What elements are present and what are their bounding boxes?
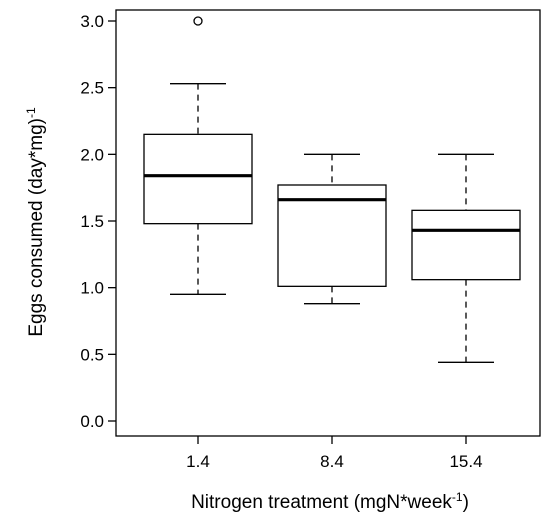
y-axis: 0.0 0.5 1.0 1.5 2.0 2.5 3.0	[80, 12, 116, 431]
y-axis-label-superscript: -1	[24, 107, 38, 118]
box-15.4	[411, 153, 521, 363]
box-1.4	[143, 16, 253, 295]
y-tick-label: 2.0	[80, 145, 104, 164]
iqr-box	[143, 133, 253, 225]
iqr-box	[411, 209, 521, 281]
outlier-point	[193, 16, 203, 26]
x-tick-label: 1.4	[186, 452, 210, 471]
x-tick-label: 15.4	[449, 452, 482, 471]
x-axis-label-superscript: -1	[452, 490, 463, 504]
y-tick-label: 3.0	[80, 12, 104, 31]
box-8.4	[277, 153, 387, 305]
y-tick-label: 1.0	[80, 279, 104, 298]
y-tick-label: 1.5	[80, 212, 104, 231]
y-tick-label: 0.0	[80, 412, 104, 431]
y-axis-label: Eggs consumed (day*mg)-1	[24, 107, 47, 337]
y-tick-label: 2.5	[80, 79, 104, 98]
x-tick-label: 8.4	[320, 452, 344, 471]
x-axis-label: Nitrogen treatment (mgN*week-1)	[191, 490, 469, 513]
y-tick-label: 0.5	[80, 345, 104, 364]
x-axis-label-end: )	[463, 492, 469, 513]
boxes	[143, 16, 521, 363]
x-axis: 1.4 8.4 15.4	[186, 436, 483, 471]
plot-frame	[115, 9, 541, 437]
iqr-box	[277, 184, 387, 287]
plot-area	[115, 9, 541, 437]
